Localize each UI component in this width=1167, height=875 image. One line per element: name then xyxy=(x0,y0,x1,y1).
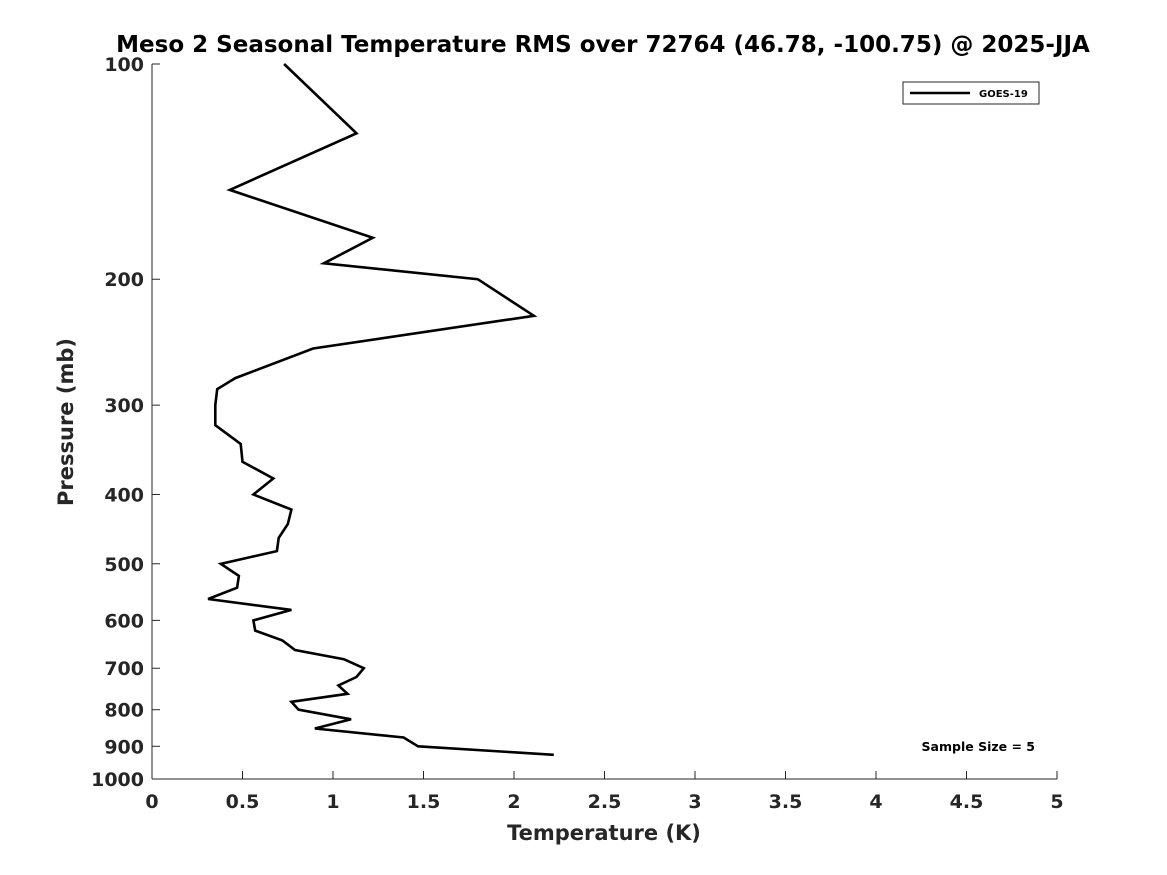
sample-size-annotation: Sample Size = 5 xyxy=(922,739,1035,754)
chart-title: Meso 2 Seasonal Temperature RMS over 727… xyxy=(116,32,1090,58)
legend-box xyxy=(902,81,1040,105)
x-tick-label: 2 xyxy=(507,791,520,813)
x-ticks: 0 0.5 1 1.5 2 2.5 3 3.5 4 4.5 5 xyxy=(145,771,1064,813)
series-line-goes-19 xyxy=(207,63,554,757)
x-tick-label: 4 xyxy=(869,791,882,813)
x-axis-label: Temperature (K) xyxy=(507,821,701,845)
x-tick-label: 2.5 xyxy=(588,791,622,813)
y-ticks: 100 200 300 400 500 600 700 800 900 1000 xyxy=(91,54,160,791)
y-tick-label: 400 xyxy=(104,484,144,506)
y-tick-label: 500 xyxy=(104,554,144,576)
x-tick-label: 0.5 xyxy=(226,791,260,813)
y-tick-label: 900 xyxy=(104,736,144,758)
x-tick-label: 4.5 xyxy=(950,791,984,813)
x-tick-label: 1 xyxy=(326,791,339,813)
y-tick-label: 100 xyxy=(104,54,144,76)
legend-label-goes-19: GOES-19 xyxy=(979,89,1028,100)
x-tick-label: 3 xyxy=(688,791,701,813)
y-tick-label: 700 xyxy=(104,658,144,680)
x-tick-label: 1.5 xyxy=(407,791,441,813)
y-axis-label: Pressure (mb) xyxy=(54,338,78,506)
y-tick-label: 1000 xyxy=(91,769,144,791)
x-tick-label: 5 xyxy=(1050,791,1063,813)
x-tick-label: 0 xyxy=(145,791,158,813)
y-tick-label: 800 xyxy=(104,700,144,722)
y-tick-label: 300 xyxy=(104,395,144,417)
y-tick-label: 600 xyxy=(104,610,144,632)
legend: GOES-19 xyxy=(902,81,1040,105)
y-tick-label: 200 xyxy=(104,269,144,291)
x-tick-label: 3.5 xyxy=(769,791,803,813)
plot-area xyxy=(151,64,1057,780)
series-layer xyxy=(207,63,554,757)
